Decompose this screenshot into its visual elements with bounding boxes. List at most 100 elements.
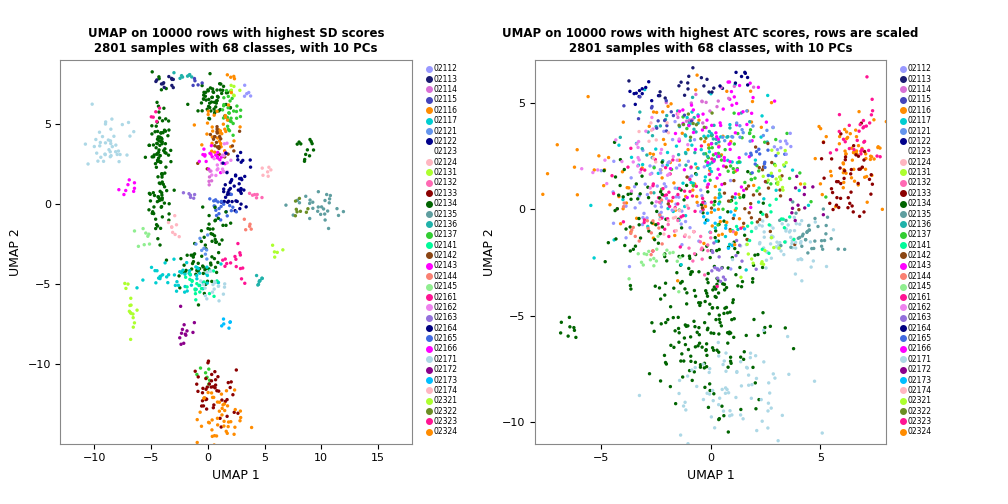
- Point: [725, 227, 741, 235]
- Point: [620, 191, 636, 199]
- Point: [206, 135, 222, 143]
- Point: [722, 328, 738, 336]
- Point: [654, 108, 670, 116]
- Point: [205, 225, 221, 233]
- Point: [190, 387, 206, 395]
- Point: [709, 133, 725, 141]
- Point: [217, 407, 233, 415]
- Point: [223, 87, 239, 95]
- Point: [670, 191, 686, 199]
- Point: [792, 180, 808, 188]
- Point: [646, 189, 662, 197]
- Point: [218, 221, 234, 229]
- Point: [697, 177, 713, 185]
- Point: [672, 254, 688, 262]
- Point: [210, 421, 226, 429]
- Point: [663, 165, 679, 173]
- Point: [729, 222, 745, 230]
- Point: [749, 162, 765, 170]
- Point: [777, 324, 793, 332]
- Point: [824, 235, 840, 243]
- Point: [615, 193, 631, 201]
- Point: [126, 187, 142, 196]
- Point: [150, 134, 166, 142]
- Point: [704, 132, 720, 140]
- Point: [720, 339, 736, 347]
- Point: [690, 111, 707, 119]
- Point: [251, 278, 267, 286]
- Point: [705, 344, 721, 352]
- Point: [714, 322, 730, 330]
- Point: [679, 141, 696, 149]
- Point: [111, 147, 127, 155]
- Point: [123, 294, 139, 302]
- Point: [157, 169, 173, 177]
- Point: [763, 169, 779, 177]
- Point: [814, 429, 831, 437]
- Point: [129, 306, 145, 314]
- Point: [226, 182, 242, 190]
- Point: [140, 232, 156, 240]
- Point: [791, 206, 807, 214]
- Point: [215, 151, 231, 159]
- Point: [663, 341, 679, 349]
- Point: [172, 74, 188, 82]
- Point: [757, 177, 773, 185]
- Point: [241, 89, 257, 97]
- Point: [702, 387, 718, 395]
- Point: [746, 261, 762, 269]
- Point: [677, 341, 694, 349]
- Point: [717, 280, 733, 288]
- Point: [596, 167, 612, 175]
- Point: [687, 292, 704, 300]
- Point: [631, 221, 647, 229]
- Point: [796, 204, 812, 212]
- Point: [839, 135, 855, 143]
- Point: [723, 359, 739, 367]
- Point: [714, 264, 730, 272]
- Point: [218, 100, 234, 108]
- Point: [210, 398, 226, 406]
- Point: [704, 413, 720, 421]
- Point: [708, 285, 724, 293]
- Point: [209, 238, 225, 246]
- Point: [242, 156, 258, 164]
- Point: [207, 279, 223, 287]
- Point: [747, 174, 763, 182]
- Point: [597, 166, 613, 174]
- Point: [144, 122, 160, 130]
- Point: [183, 281, 200, 289]
- Point: [219, 168, 235, 176]
- Point: [754, 245, 770, 254]
- Point: [673, 224, 689, 232]
- Point: [196, 145, 212, 153]
- Point: [214, 89, 230, 97]
- Point: [833, 130, 849, 138]
- Point: [148, 122, 164, 130]
- Point: [818, 133, 835, 141]
- Point: [671, 156, 687, 164]
- Point: [739, 240, 755, 248]
- Point: [703, 228, 719, 236]
- Point: [698, 287, 714, 295]
- Point: [730, 159, 746, 167]
- Point: [194, 252, 210, 260]
- Point: [249, 191, 265, 199]
- Point: [784, 209, 800, 217]
- Point: [763, 234, 779, 242]
- Point: [680, 157, 697, 165]
- Point: [695, 209, 711, 217]
- Point: [141, 190, 157, 198]
- Point: [676, 187, 692, 195]
- Point: [209, 166, 225, 174]
- Point: [781, 370, 797, 379]
- Point: [203, 383, 219, 391]
- Point: [176, 288, 193, 296]
- Point: [694, 97, 710, 105]
- Point: [656, 192, 672, 200]
- Point: [690, 119, 707, 127]
- Point: [687, 160, 704, 168]
- Point: [612, 156, 628, 164]
- Point: [802, 238, 818, 246]
- Point: [120, 118, 136, 127]
